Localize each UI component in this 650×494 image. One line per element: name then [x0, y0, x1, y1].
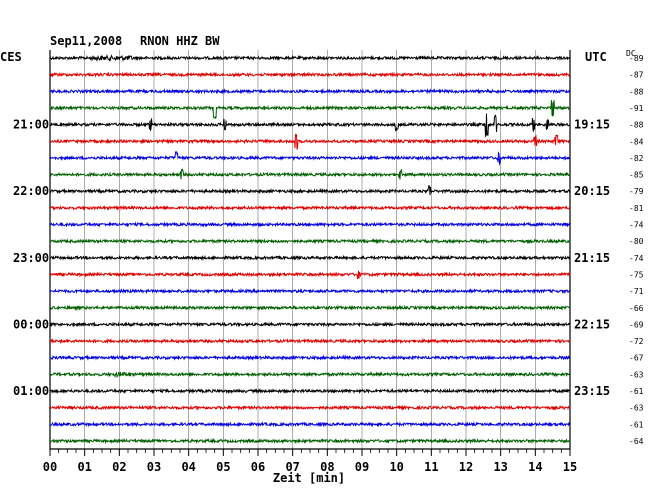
trace-row-20 — [49, 387, 571, 395]
chart-title-station: RNON HHZ BW — [140, 34, 220, 48]
left-time-label: 21:00 — [13, 118, 49, 132]
dc-offset-label: -66 — [629, 304, 644, 313]
dc-offset-label: -74 — [629, 221, 644, 230]
dc-offset-label: -74 — [629, 254, 644, 263]
dc-offset-label: -67 — [629, 354, 644, 363]
dc-offset-label: -63 — [629, 404, 644, 413]
x-tick-label: 07 — [285, 460, 299, 474]
x-tick-label: 14 — [528, 460, 542, 474]
x-tick-label: 13 — [493, 460, 507, 474]
trace-row-17 — [49, 337, 571, 345]
trace-row-18 — [49, 354, 571, 361]
trace-row-22 — [49, 421, 571, 428]
trace-row-21 — [49, 404, 571, 411]
dc-offset-label: -75 — [629, 270, 644, 279]
dc-offset-label: -79 — [629, 187, 644, 196]
trace-row-15 — [49, 304, 571, 311]
x-tick-label: 01 — [77, 460, 91, 474]
x-tick-label: 03 — [147, 460, 161, 474]
trace-row-19 — [49, 371, 571, 379]
x-tick-label: 05 — [216, 460, 230, 474]
x-axis: 00 01 02 03 04 05 06 07 08 09 10 11 12 13 14 15 — [43, 449, 577, 474]
dc-offset-label: -82 — [629, 154, 644, 163]
left-time-label: 00:00 — [13, 317, 49, 331]
trace-row-3 — [49, 99, 571, 120]
chart-title-date: Sep11,2008 — [50, 34, 122, 48]
x-tick-label: 06 — [251, 460, 265, 474]
trace-row-4 — [49, 113, 571, 138]
right-time-label: 20:15 — [574, 184, 610, 198]
trace-row-12 — [49, 254, 571, 262]
x-tick-label: 02 — [112, 460, 126, 474]
dc-offset-label: -91 — [629, 104, 644, 113]
dc-offset-label: -69 — [629, 320, 644, 329]
x-tick-label: 09 — [355, 460, 369, 474]
dc-offset-label: -89 — [629, 54, 644, 63]
dc-offset-label: -71 — [629, 287, 644, 296]
right-time-label: 23:15 — [574, 384, 610, 398]
trace-row-7 — [49, 168, 571, 180]
trace-row-14 — [49, 287, 571, 295]
left-time-labels: 21:00 22:00 23:00 00:00 01:00 — [13, 118, 49, 398]
trace-row-1 — [49, 71, 571, 78]
dc-header-label: DC — [626, 49, 636, 58]
x-tick-label: 04 — [181, 460, 195, 474]
trace-row-16 — [49, 321, 571, 328]
dc-offset-label: -81 — [629, 204, 644, 213]
trace-row-6 — [49, 151, 571, 166]
trace-row-5 — [49, 133, 571, 150]
trace-row-8 — [49, 184, 571, 196]
right-time-label: 21:15 — [574, 251, 610, 265]
dc-offset-label: -88 — [629, 121, 644, 130]
dc-offset-label: -72 — [629, 337, 644, 346]
dc-offset-label: -84 — [629, 137, 644, 146]
dc-offset-label: -87 — [629, 71, 644, 80]
trace-row-13 — [49, 270, 571, 280]
x-tick-label: 15 — [563, 460, 577, 474]
right-time-labels: 19:15 20:15 21:15 22:15 23:15 — [574, 118, 610, 398]
left-timezone-label: CES — [0, 50, 22, 64]
dc-offset-label: -88 — [629, 87, 644, 96]
trace-row-11 — [49, 238, 571, 245]
x-tick-label: 00 — [43, 460, 57, 474]
dc-offset-labels: -89 -87 -88 -91 -88 -84 -82 -85 -79 -81 -74 -80 -74 -… — [629, 54, 644, 446]
left-time-label: 23:00 — [13, 251, 49, 265]
trace-row-9 — [49, 204, 571, 212]
seismic-traces — [49, 53, 571, 445]
x-tick-label: 12 — [459, 460, 473, 474]
dc-offset-label: -63 — [629, 370, 644, 379]
trace-row-23 — [49, 437, 571, 445]
right-timezone-label: UTC — [585, 50, 607, 64]
x-tick-label: 10 — [389, 460, 403, 474]
trace-row-10 — [49, 221, 571, 228]
dc-offset-label: -64 — [629, 437, 644, 446]
right-time-label: 19:15 — [574, 118, 610, 132]
left-time-label: 01:00 — [13, 384, 49, 398]
left-time-label: 22:00 — [13, 184, 49, 198]
dc-offset-label: -61 — [629, 420, 644, 429]
trace-row-0 — [49, 53, 571, 62]
trace-row-2 — [49, 88, 571, 95]
x-tick-label: 08 — [320, 460, 334, 474]
dc-offset-label: -85 — [629, 171, 644, 180]
dc-offset-label: -80 — [629, 237, 644, 246]
x-axis-label: Zeit [min] — [273, 471, 345, 485]
right-time-label: 22:15 — [574, 317, 610, 331]
dc-offset-label: -61 — [629, 387, 644, 396]
x-tick-label: 11 — [424, 460, 438, 474]
